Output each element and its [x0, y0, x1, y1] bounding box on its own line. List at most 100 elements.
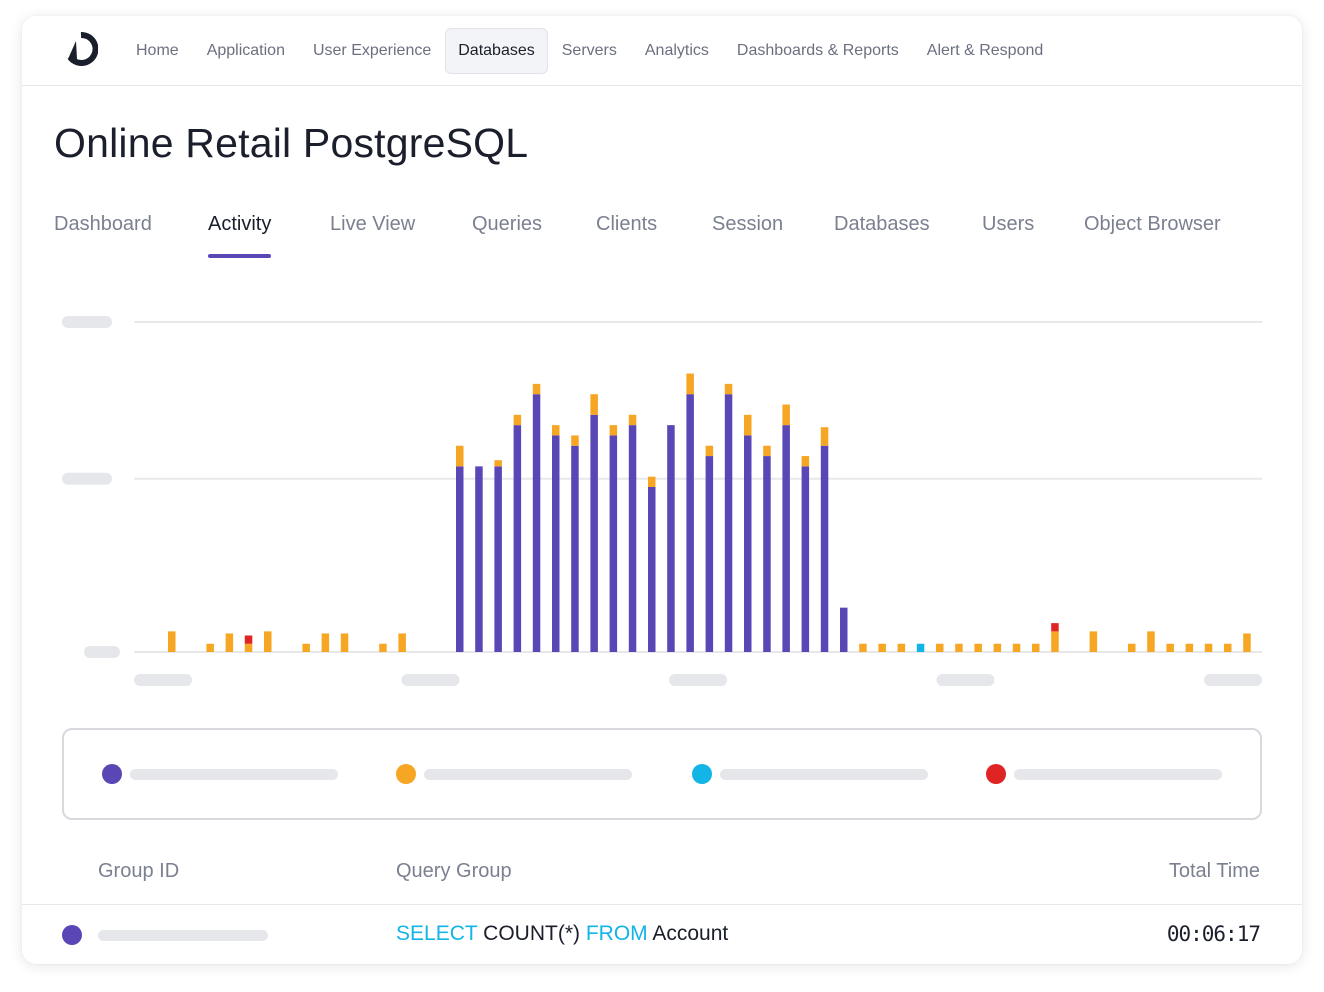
activity-chart — [62, 316, 1262, 686]
legend-dot — [986, 764, 1006, 784]
bar-segment — [244, 635, 253, 644]
tab-databases[interactable]: Databases — [834, 213, 930, 235]
column-header-total-time[interactable]: Total Time — [1168, 860, 1260, 882]
bar-segment — [1243, 633, 1251, 652]
bar-segment — [648, 476, 656, 487]
bar-segment — [398, 633, 406, 652]
bar-segment — [1147, 631, 1155, 652]
bar-segment — [513, 425, 522, 652]
sql-keyword: FROM — [585, 922, 648, 945]
table-row[interactable]: SELECT COUNT(*) FROM Account 00:06:17 — [22, 905, 1302, 964]
legend-item[interactable] — [396, 764, 636, 784]
bar-segment — [494, 460, 502, 467]
tab-session[interactable]: Session — [712, 213, 784, 235]
legend-label-placeholder — [1014, 769, 1222, 780]
legend-item[interactable] — [986, 764, 1226, 784]
bar-segment — [244, 643, 253, 652]
nav-item-application[interactable]: Application — [206, 42, 285, 59]
bar-segment — [763, 456, 771, 652]
legend-dot — [396, 764, 416, 784]
nav-item-dashboards-reports[interactable]: Dashboards & Reports — [736, 42, 899, 59]
column-header-query-group[interactable]: Query Group — [396, 860, 512, 882]
column-header-group-id[interactable]: Group ID — [98, 860, 180, 882]
bar-segment — [168, 631, 176, 652]
bar-segment — [571, 435, 579, 446]
bar-segment — [763, 445, 771, 457]
legend-label-placeholder — [424, 769, 632, 780]
bar-segment — [628, 414, 637, 426]
bar-segment — [225, 633, 234, 652]
bar-segment — [705, 445, 714, 457]
nav-item-alert-respond[interactable]: Alert & Respond — [926, 42, 1044, 59]
bar-segment — [686, 373, 694, 395]
sql-table: Account — [652, 922, 729, 945]
top-navigation: Home Application User Experience Databas… — [22, 16, 1302, 86]
sql-keyword: SELECT — [396, 922, 478, 945]
bar-segment — [552, 425, 560, 436]
bar-segment — [1012, 643, 1021, 652]
sql-expression: COUNT(*) — [483, 922, 580, 945]
x-tick-label-placeholder — [669, 674, 727, 686]
nav-item-analytics[interactable]: Analytics — [644, 42, 709, 59]
bar-segment — [1089, 631, 1098, 652]
tab-users[interactable]: Users — [982, 213, 1035, 235]
legend-item[interactable] — [102, 764, 342, 784]
bar-segment — [667, 425, 675, 652]
bar-segment — [513, 414, 522, 426]
y-tick-label-placeholder — [84, 646, 120, 658]
bar-segment — [1051, 623, 1059, 632]
nav-item-databases[interactable]: Databases — [445, 28, 548, 74]
legend-dot — [692, 764, 712, 784]
bar-segment — [744, 414, 752, 436]
bar-segment — [724, 383, 733, 395]
tab-live-view[interactable]: Live View — [330, 213, 416, 235]
x-tick-label-placeholder — [936, 674, 995, 686]
bar-segment — [206, 643, 214, 652]
bar-segment — [782, 425, 790, 652]
legend-item[interactable] — [692, 764, 932, 784]
bar-segment — [744, 435, 752, 652]
chart-legend — [62, 728, 1262, 820]
bar-segment — [993, 643, 1002, 652]
bar-segment — [552, 435, 560, 652]
bar-segment — [1128, 643, 1136, 652]
nav-item-home[interactable]: Home — [136, 42, 179, 59]
bar-segment — [820, 427, 829, 446]
bar-segment — [456, 445, 464, 467]
group-color-dot — [62, 925, 82, 945]
bar-segment — [264, 631, 272, 652]
group-id-placeholder — [98, 930, 268, 941]
nav-links: Home Application User Experience Databas… — [122, 28, 1057, 74]
nav-item-user-experience[interactable]: User Experience — [312, 42, 432, 59]
tab-clients[interactable]: Clients — [596, 213, 658, 235]
total-time-value: 00:06:17 — [1166, 922, 1261, 946]
bar-segment — [340, 633, 349, 652]
app-window: Home Application User Experience Databas… — [22, 16, 1302, 964]
bar-segment — [820, 445, 829, 652]
bar-segment — [590, 414, 598, 652]
tab-activity[interactable]: Activity — [208, 206, 272, 258]
table-divider — [22, 904, 1302, 905]
brand-logo-icon[interactable] — [64, 32, 98, 66]
x-tick-label-placeholder — [134, 674, 192, 686]
bar-segment — [859, 643, 867, 652]
legend-label-placeholder — [130, 769, 338, 780]
bar-segment — [686, 394, 694, 652]
bar-segment — [571, 445, 579, 652]
bar-segment — [878, 643, 886, 652]
bar-segment — [1204, 643, 1213, 652]
bar-segment — [648, 487, 656, 652]
x-tick-label-placeholder — [1204, 674, 1262, 686]
tab-object-browser[interactable]: Object Browser — [1084, 213, 1221, 235]
tab-queries[interactable]: Queries — [472, 213, 543, 235]
y-tick-label-placeholder — [62, 316, 112, 328]
bar-segment — [801, 456, 810, 467]
nav-item-servers[interactable]: Servers — [561, 42, 617, 59]
tab-dashboard[interactable]: Dashboard — [54, 213, 152, 235]
bar-segment — [321, 633, 330, 652]
bar-segment — [609, 435, 618, 652]
bar-segment — [609, 425, 618, 436]
query-text[interactable]: SELECT COUNT(*) FROM Account — [396, 922, 728, 946]
x-tick-label-placeholder — [401, 674, 460, 686]
bar-segment — [897, 643, 906, 652]
